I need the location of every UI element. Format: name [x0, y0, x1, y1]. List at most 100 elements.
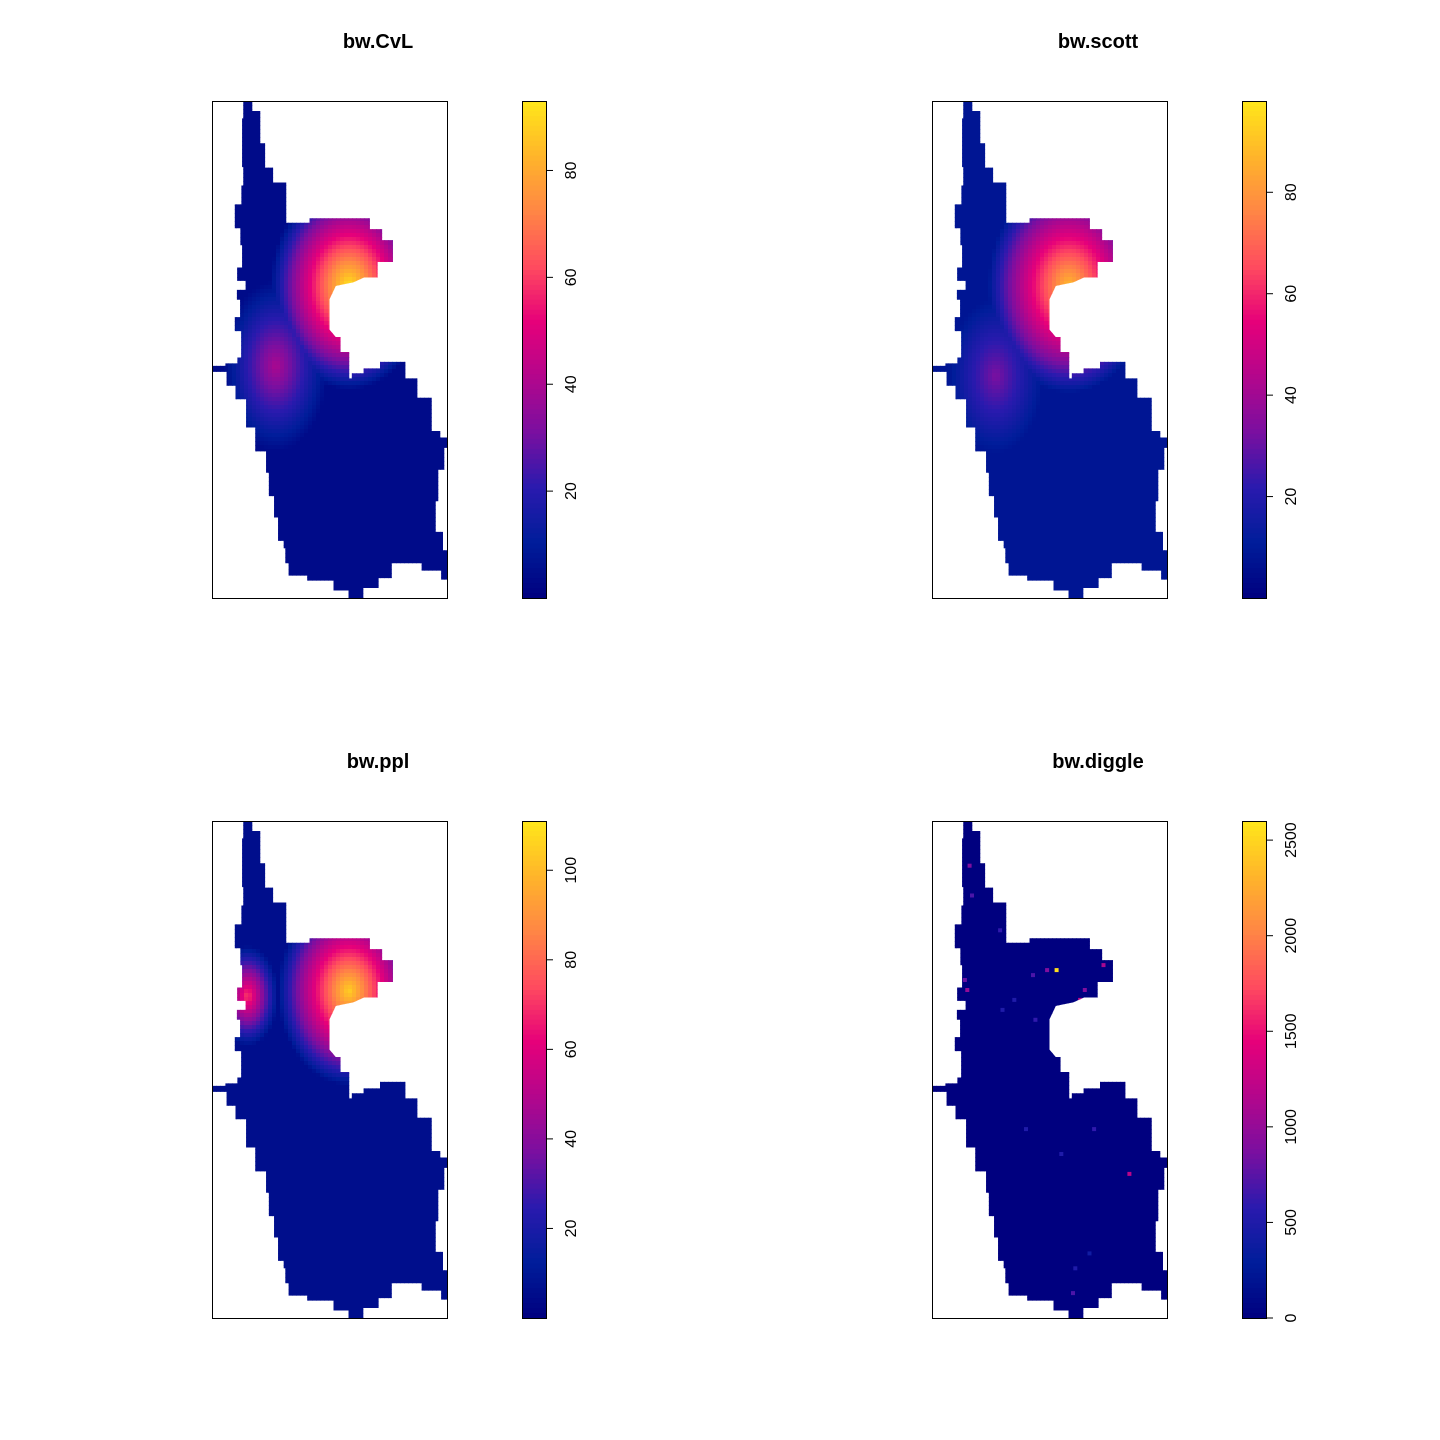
heatmap-cell	[284, 265, 289, 270]
heatmap-cell	[404, 257, 409, 262]
heatmap-cell	[364, 225, 369, 230]
heatmap-cell	[376, 377, 381, 382]
heatmap-cell	[288, 285, 293, 290]
heatmap-cell	[316, 361, 321, 366]
heatmap-cell	[332, 209, 337, 214]
heatmap-cell	[440, 405, 445, 410]
heatmap-cell	[416, 309, 421, 314]
heatmap-cell	[396, 325, 401, 330]
heatmap-cell	[348, 137, 353, 142]
heatmap-cell	[332, 417, 337, 422]
heatmap-cell	[428, 321, 433, 326]
heatmap-cell	[232, 421, 237, 426]
heatmap-cell	[232, 137, 237, 142]
heatmap-cell	[244, 409, 249, 414]
heatmap-cell	[300, 397, 305, 402]
heatmap-cell	[428, 369, 433, 374]
heatmap-cell	[388, 133, 393, 138]
heatmap-cell	[280, 285, 285, 290]
heatmap-cell	[416, 373, 421, 378]
heatmap-cell	[252, 301, 257, 306]
heatmap-cell	[408, 269, 413, 274]
heatmap-cell	[420, 221, 425, 226]
heatmap-cell	[440, 141, 445, 146]
heatmap-cell	[348, 425, 353, 430]
heatmap-cell	[392, 181, 397, 186]
heatmap-cell	[344, 317, 349, 322]
heatmap-cell	[352, 165, 357, 170]
heatmap-cell	[440, 349, 445, 354]
heatmap-cell	[316, 229, 321, 234]
heatmap-cell	[360, 393, 365, 398]
heatmap-cell	[408, 389, 413, 394]
heatmap-cell	[336, 317, 341, 322]
heatmap-cell	[220, 117, 225, 122]
heatmap-cell	[368, 137, 373, 142]
heatmap-cell	[232, 309, 237, 314]
heatmap-cell	[284, 325, 289, 330]
heatmap-cell	[216, 401, 221, 406]
heatmap-cell	[380, 413, 385, 418]
heatmap-cell	[240, 213, 245, 218]
heatmap-cell	[412, 289, 417, 294]
heatmap-cell	[412, 181, 417, 186]
heatmap-cell	[432, 225, 437, 230]
heatmap-cell	[292, 185, 297, 190]
heatmap-cell	[428, 373, 433, 378]
heatmap-cell	[396, 333, 401, 338]
heatmap-cell	[268, 189, 273, 194]
heatmap-cell	[300, 233, 305, 238]
heatmap-cell	[424, 117, 429, 122]
heatmap-cell	[332, 233, 337, 238]
heatmap-cell	[428, 389, 433, 394]
heatmap-cell	[236, 361, 241, 366]
heatmap-cell	[404, 413, 409, 418]
heatmap-cell	[420, 349, 425, 354]
heatmap-cell	[420, 393, 425, 398]
heatmap-cell	[288, 317, 293, 322]
heatmap-cell	[388, 157, 393, 162]
heatmap-cell	[408, 361, 413, 366]
heatmap-cell	[424, 221, 429, 226]
heatmap-cell	[224, 217, 229, 222]
heatmap-cell	[248, 365, 253, 370]
heatmap-cell	[336, 153, 341, 158]
heatmap-cell	[340, 389, 345, 394]
heatmap-cell	[280, 157, 285, 162]
heatmap-cell	[336, 217, 341, 222]
heatmap-cell	[440, 129, 445, 134]
heatmap-cell	[360, 189, 365, 194]
heatmap-cell	[256, 405, 261, 410]
heatmap-cell	[360, 121, 365, 126]
heatmap-cell	[292, 433, 297, 438]
heatmap-cell	[424, 205, 429, 210]
heatmap-cell	[420, 161, 425, 166]
heatmap-cell	[424, 273, 429, 278]
heatmap-cell	[344, 249, 349, 254]
heatmap-cell	[380, 121, 385, 126]
heatmap-cell	[244, 337, 249, 342]
heatmap-cell	[328, 241, 333, 246]
heatmap-cell	[368, 385, 373, 390]
heatmap-cell	[356, 253, 361, 258]
heatmap-cell	[420, 273, 425, 278]
heatmap-cell	[236, 165, 241, 170]
heatmap-cell	[312, 129, 317, 134]
heatmap-cell	[308, 369, 313, 374]
heatmap-cell	[428, 189, 433, 194]
heatmap-cell	[392, 301, 397, 306]
heatmap-cell	[420, 165, 425, 170]
heatmap-cell	[440, 153, 445, 158]
heatmap-cell	[312, 393, 317, 398]
heatmap-cell	[364, 421, 369, 426]
heatmap-cell	[388, 161, 393, 166]
heatmap-cell	[216, 165, 221, 170]
heatmap-cell	[336, 249, 341, 254]
heatmap-cell	[336, 417, 341, 422]
heatmap-cell	[244, 197, 249, 202]
heatmap-cell	[320, 125, 325, 130]
heatmap-cell	[380, 309, 385, 314]
heatmap-cell	[436, 341, 441, 346]
heatmap-cell	[268, 301, 273, 306]
heatmap-cell	[360, 181, 365, 186]
